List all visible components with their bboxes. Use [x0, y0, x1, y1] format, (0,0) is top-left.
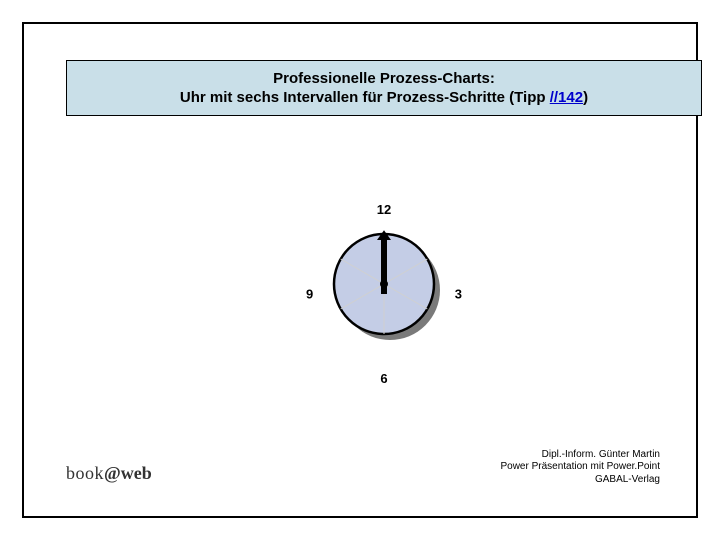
clock-label-9: 9	[306, 287, 313, 302]
credit-line-2: Power Präsentation mit Power.Point	[500, 461, 660, 474]
clock-diagram: 12 3 6 9	[324, 224, 444, 364]
credit-line-1: Dipl.-Inform. Günter Martin	[500, 449, 660, 462]
tip-link[interactable]: //142	[550, 89, 583, 106]
footer-credit: Dipl.-Inform. Günter Martin Power Präsen…	[500, 449, 660, 487]
title-line-1: Professionelle Prozess-Charts:	[273, 69, 495, 89]
footer-logo: book@web	[66, 463, 152, 484]
title-box: Professionelle Prozess-Charts: Uhr mit s…	[66, 60, 702, 116]
title-line-2: Uhr mit sechs Intervallen für Prozess-Sc…	[180, 88, 588, 108]
title-suffix: )	[583, 89, 588, 106]
clock-label-3: 3	[455, 287, 462, 302]
logo-book: book	[66, 463, 104, 483]
clock-label-6: 6	[380, 371, 387, 386]
slide-frame: Professionelle Prozess-Charts: Uhr mit s…	[22, 22, 698, 518]
logo-at-icon: @	[104, 463, 121, 483]
credit-line-3: GABAL-Verlag	[500, 474, 660, 487]
clock-svg	[324, 224, 444, 344]
clock-label-12: 12	[377, 202, 391, 217]
logo-web: web	[121, 463, 152, 483]
title-prefix: Uhr mit sechs Intervallen für Prozess-Sc…	[180, 89, 550, 106]
